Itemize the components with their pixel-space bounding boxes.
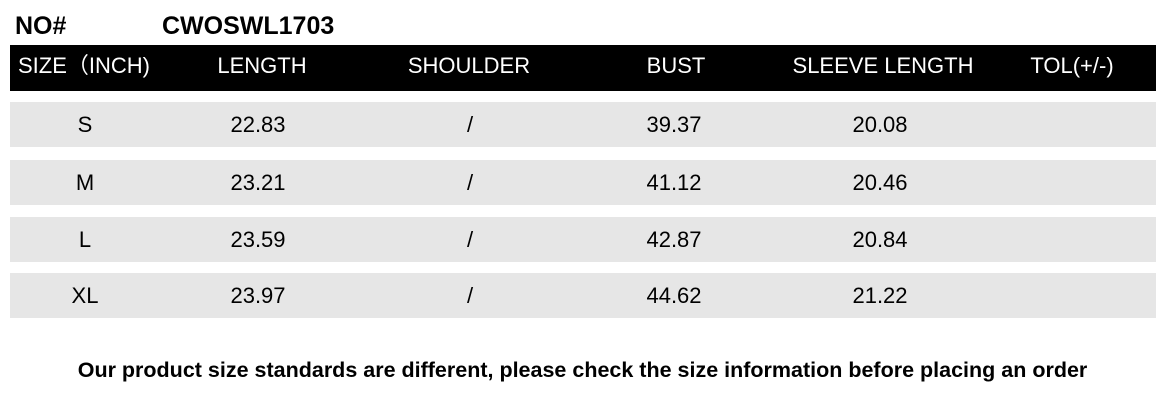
cell-sleeve-length: 21.22 xyxy=(852,283,908,308)
table-row: S 22.83 / 39.37 20.08 xyxy=(10,102,1156,147)
product-code: CWOSWL1703 xyxy=(162,12,335,40)
cell-sleeve-length: 20.46 xyxy=(852,170,908,195)
table-row: L 23.59 / 42.87 20.84 xyxy=(10,217,1156,262)
cell-size: L xyxy=(78,227,92,252)
cell-length: 23.97 xyxy=(230,283,286,308)
table-header: SIZE（INCH) LENGTH SHOULDER BUST SLEEVE L… xyxy=(10,45,1156,91)
cell-sleeve-length: 20.84 xyxy=(852,227,908,252)
cell-shoulder: / xyxy=(466,170,474,195)
header-bust: BUST xyxy=(646,53,706,78)
header-length: LENGTH xyxy=(217,53,307,78)
size-notice: Our product size standards are different… xyxy=(77,358,1088,382)
cell-size: M xyxy=(75,170,95,195)
header-sleeve-length: SLEEVE LENGTH xyxy=(792,53,974,78)
cell-bust: 41.12 xyxy=(646,170,702,195)
cell-size: S xyxy=(77,112,93,137)
cell-bust: 39.37 xyxy=(646,112,702,137)
product-number-label: NO# xyxy=(15,12,67,40)
header-size: SIZE（INCH) xyxy=(17,53,151,78)
table-row: M 23.21 / 41.12 20.46 xyxy=(10,160,1156,205)
header-tolerance: TOL(+/-) xyxy=(1030,53,1114,78)
cell-size: XL xyxy=(71,283,99,308)
cell-length: 23.21 xyxy=(230,170,286,195)
cell-shoulder: / xyxy=(466,112,474,137)
cell-bust: 44.62 xyxy=(646,283,702,308)
cell-sleeve-length: 20.08 xyxy=(852,112,908,137)
cell-shoulder: / xyxy=(466,283,474,308)
cell-shoulder: / xyxy=(466,227,474,252)
table-row: XL 23.97 / 44.62 21.22 xyxy=(10,273,1156,318)
cell-bust: 42.87 xyxy=(646,227,702,252)
cell-length: 23.59 xyxy=(230,227,286,252)
cell-length: 22.83 xyxy=(230,112,286,137)
header-shoulder: SHOULDER xyxy=(407,53,531,78)
